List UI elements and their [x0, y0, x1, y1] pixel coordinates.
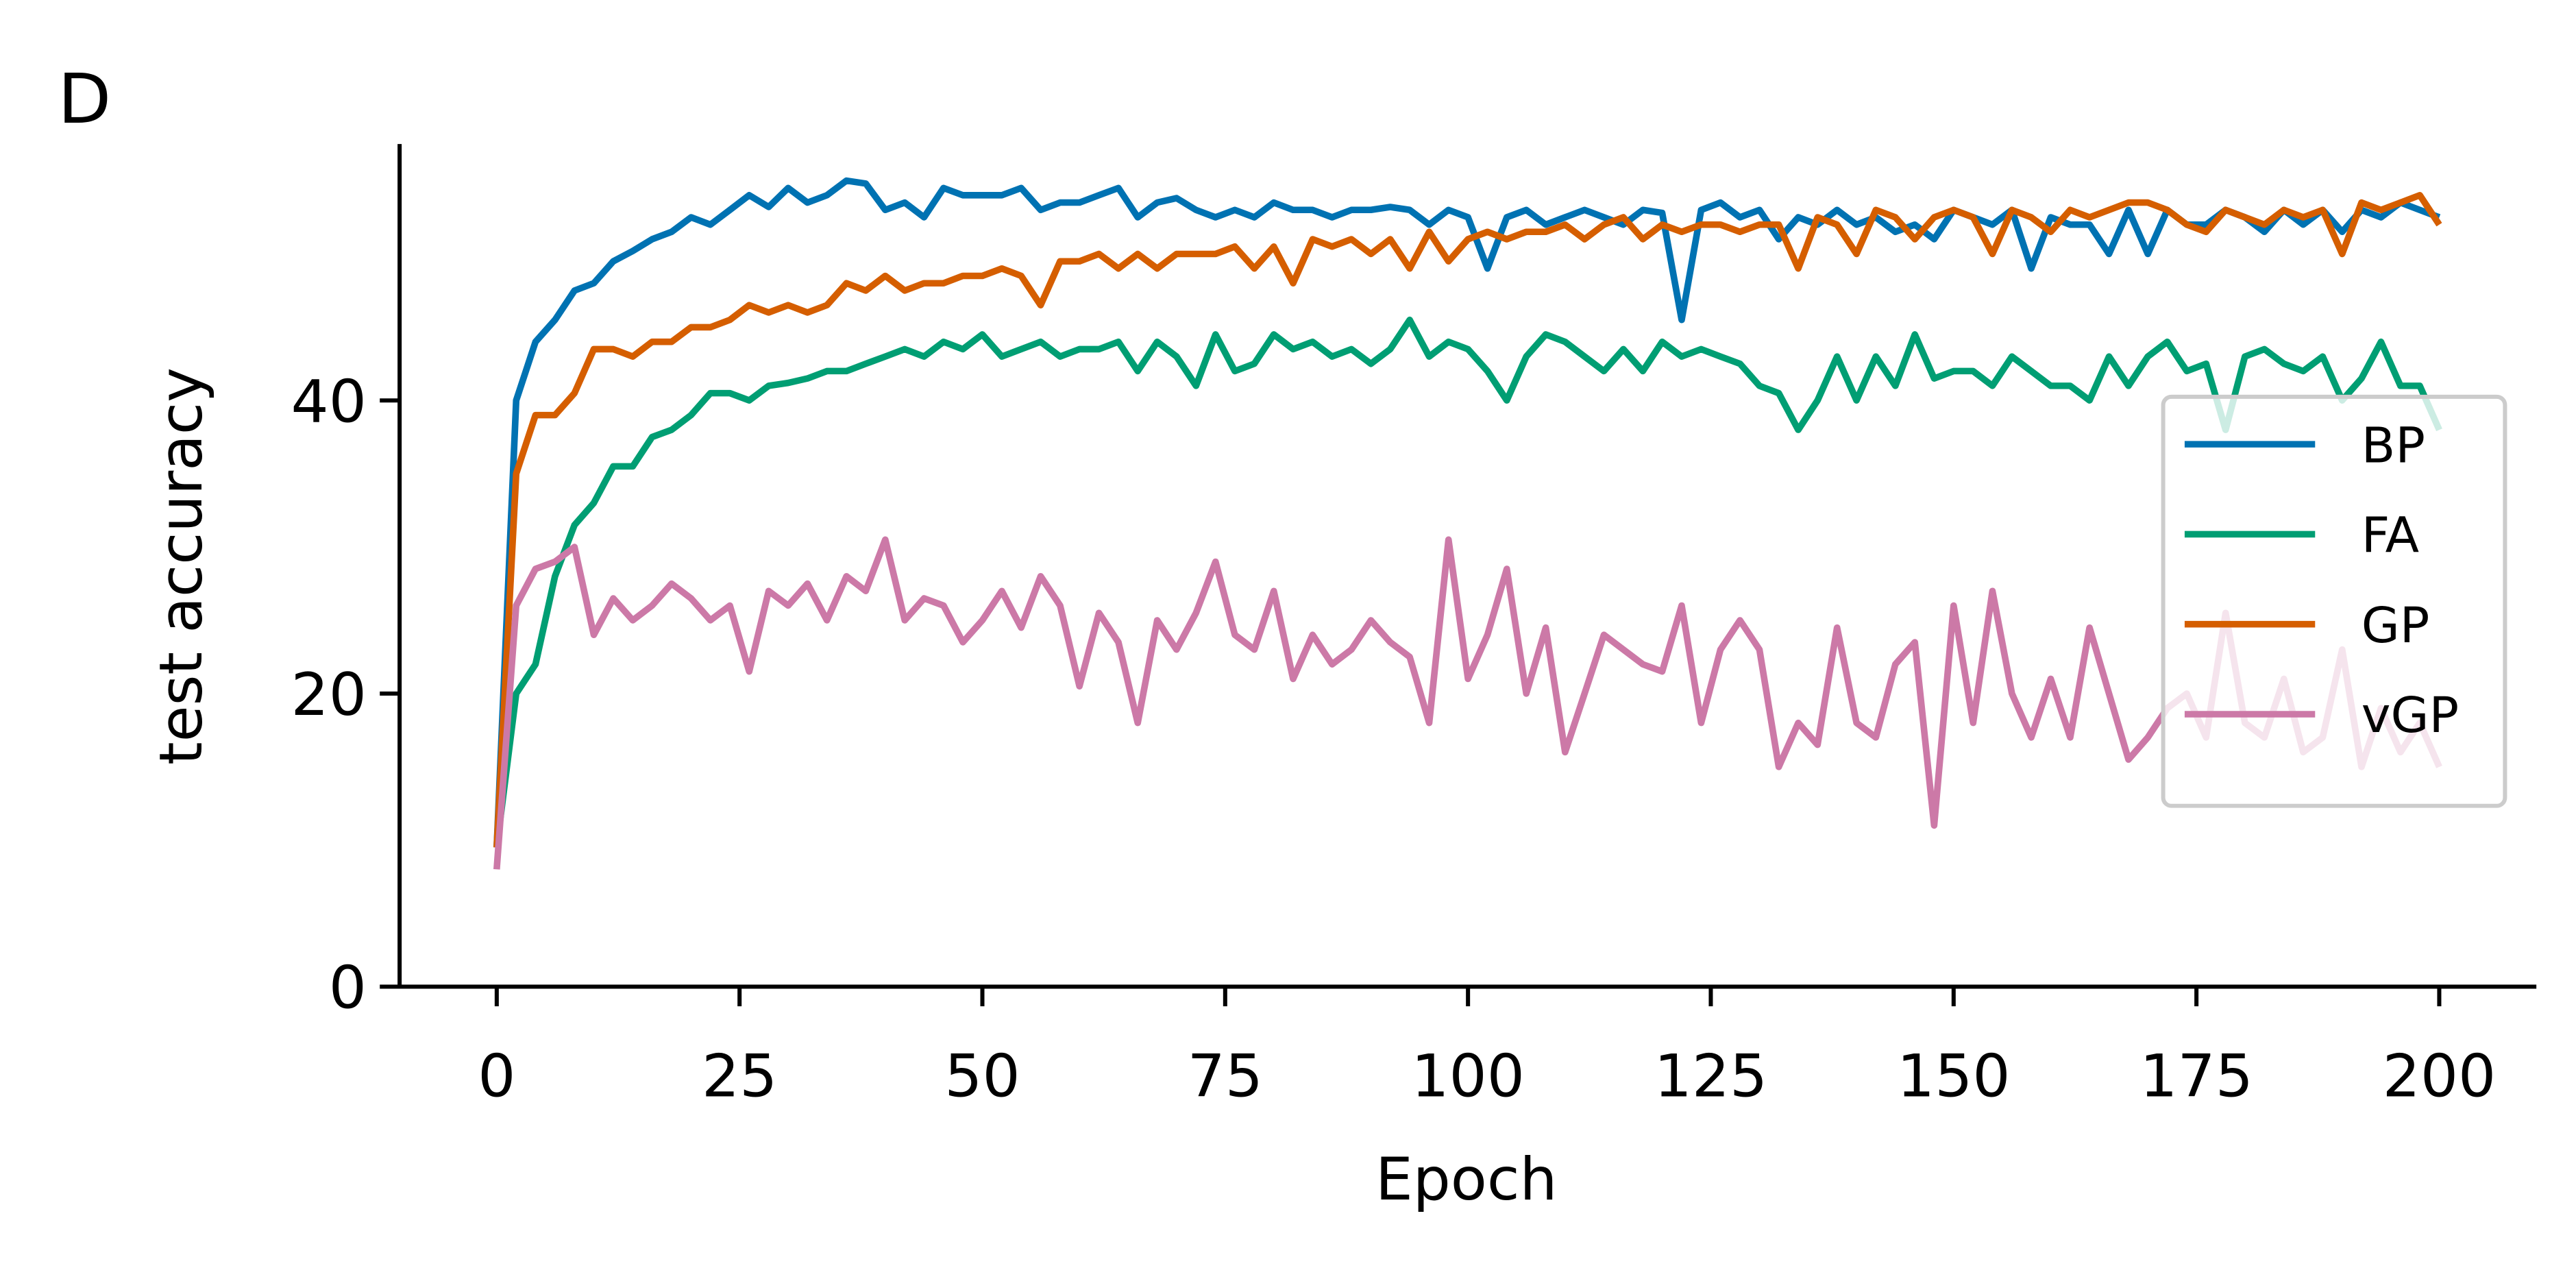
legend: BP FA GP vGP: [2161, 394, 2507, 808]
x-tick-label: 25: [702, 1043, 777, 1111]
x-tick-label: 200: [2383, 1043, 2497, 1111]
legend-label: FA: [2362, 507, 2419, 564]
series-line: [493, 536, 2442, 870]
legend-label: vGP: [2362, 687, 2459, 744]
x-axis-label: Epoch: [1375, 1145, 1558, 1214]
x-tick-label: 50: [944, 1043, 1020, 1111]
y-tick-label: 0: [329, 954, 367, 1023]
series-line: [493, 316, 2442, 848]
y-tick-label: 40: [291, 368, 367, 437]
x-tick-label: 75: [1188, 1043, 1263, 1111]
legend-label: BP: [2362, 417, 2425, 474]
x-tick-label: 125: [1654, 1043, 1768, 1111]
y-axis-label: test accuracy: [147, 367, 216, 765]
x-tick-label: 0: [478, 1043, 515, 1111]
x-tick-label: 150: [1897, 1043, 2011, 1111]
x-tick-label: 100: [1411, 1043, 1525, 1111]
series-line: [493, 177, 2441, 848]
x-tick-label: 175: [2139, 1043, 2253, 1111]
y-tick-label: 20: [291, 661, 367, 729]
panel-label: D: [58, 59, 111, 138]
legend-label: GP: [2362, 596, 2430, 654]
legend-frame: [2161, 394, 2507, 808]
series-line: [493, 192, 2442, 848]
